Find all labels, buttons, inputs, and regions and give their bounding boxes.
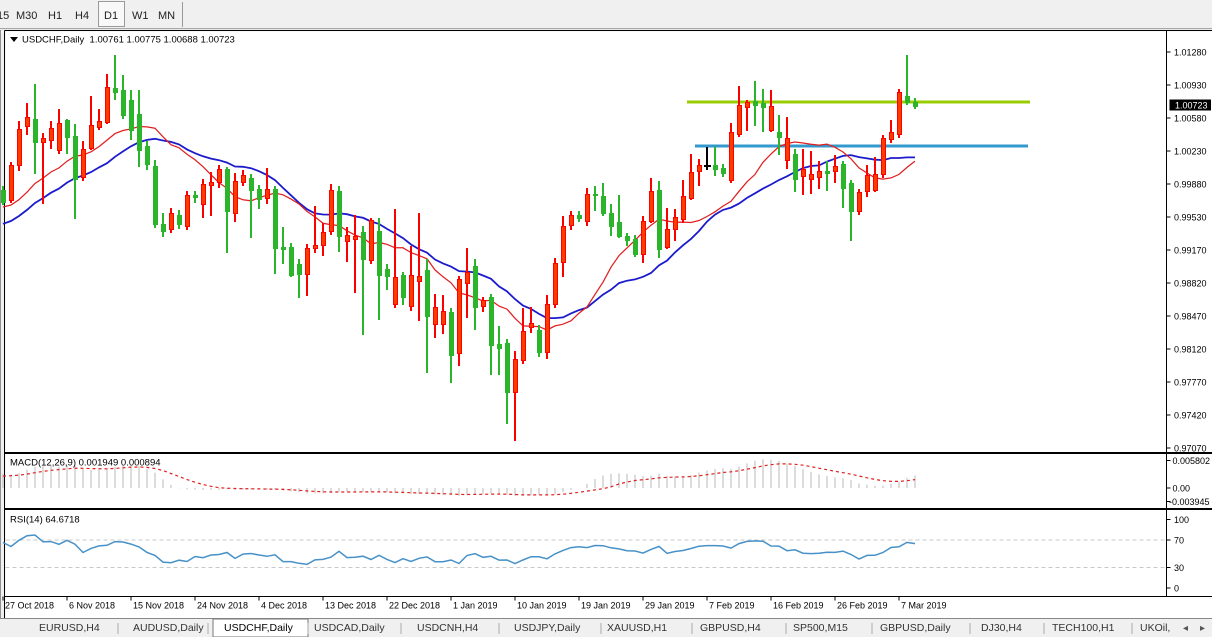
svg-text:DJ30,H4: DJ30,H4	[981, 622, 1022, 634]
svg-text:▸: ▸	[1200, 623, 1205, 634]
svg-text:19 Jan 2019: 19 Jan 2019	[581, 601, 631, 611]
svg-text:29 Jan 2019: 29 Jan 2019	[645, 601, 695, 611]
svg-text:1 Jan 2019: 1 Jan 2019	[453, 601, 498, 611]
svg-text:1.00580: 1.00580	[1174, 114, 1207, 124]
svg-text:0.98120: 0.98120	[1174, 345, 1207, 355]
svg-text:GBPUSD,H4: GBPUSD,H4	[700, 622, 761, 634]
svg-text:7 Mar 2019: 7 Mar 2019	[901, 601, 947, 611]
svg-text:1.00723: 1.00723	[1175, 101, 1208, 111]
svg-text:26 Feb 2019: 26 Feb 2019	[837, 601, 888, 611]
svg-text:USDCHF,Daily 1.00761 1.00775: USDCHF,Daily 1.00761 1.00775 1.00688 1.0…	[22, 35, 235, 46]
svg-text:GBPUSD,Daily: GBPUSD,Daily	[880, 622, 951, 634]
svg-text:13 Dec 2018: 13 Dec 2018	[325, 601, 376, 611]
svg-text:6 Nov 2018: 6 Nov 2018	[69, 601, 115, 611]
svg-text:XAUUSD,H1: XAUUSD,H1	[607, 622, 667, 634]
svg-text:SP500,M15: SP500,M15	[793, 622, 848, 634]
svg-text:M30: M30	[16, 10, 37, 22]
svg-text:1.00230: 1.00230	[1174, 147, 1207, 157]
svg-text:15: 15	[0, 10, 9, 22]
svg-text:0.99530: 0.99530	[1174, 213, 1207, 223]
svg-text:4 Dec 2018: 4 Dec 2018	[261, 601, 307, 611]
svg-text:EURUSD,H4: EURUSD,H4	[39, 622, 100, 634]
svg-text:0.99170: 0.99170	[1174, 246, 1207, 256]
svg-text:30: 30	[1174, 563, 1184, 573]
svg-text:0.99880: 0.99880	[1174, 180, 1207, 190]
svg-text:UKOil,: UKOil,	[1140, 622, 1170, 634]
svg-text:10 Jan 2019: 10 Jan 2019	[517, 601, 567, 611]
svg-text:◂: ◂	[1183, 623, 1188, 634]
svg-text:16 Feb 2019: 16 Feb 2019	[773, 601, 824, 611]
svg-text:H1: H1	[48, 10, 62, 22]
svg-text:RSI(14) 64.6718: RSI(14) 64.6718	[10, 515, 80, 526]
svg-text:0.98820: 0.98820	[1174, 279, 1207, 289]
svg-text:7 Feb 2019: 7 Feb 2019	[709, 601, 755, 611]
svg-text:-0.003945: -0.003945	[1169, 497, 1210, 507]
svg-text:AUDUSD,Daily: AUDUSD,Daily	[133, 622, 204, 634]
svg-text:1.01280: 1.01280	[1174, 48, 1207, 58]
svg-text:0.98470: 0.98470	[1174, 312, 1207, 322]
svg-text:MACD(12,26,9) 0.001949 0.00089: MACD(12,26,9) 0.001949 0.000894	[10, 458, 161, 469]
svg-text:27 Oct 2018: 27 Oct 2018	[5, 601, 54, 611]
svg-text:100: 100	[1174, 515, 1189, 525]
svg-text:0.97070: 0.97070	[1174, 444, 1207, 454]
svg-text:USDCNH,H4: USDCNH,H4	[417, 622, 478, 634]
svg-text:H4: H4	[75, 10, 89, 22]
svg-text:22 Dec 2018: 22 Dec 2018	[389, 601, 440, 611]
svg-text:70: 70	[1174, 536, 1184, 546]
svg-text:0.97420: 0.97420	[1174, 411, 1207, 421]
svg-text:0: 0	[1174, 584, 1179, 594]
svg-text:0.005802: 0.005802	[1173, 456, 1211, 466]
svg-text:TECH100,H1: TECH100,H1	[1052, 622, 1115, 634]
svg-text:USDJPY,Daily: USDJPY,Daily	[514, 622, 581, 634]
svg-text:0.00: 0.00	[1173, 484, 1191, 494]
svg-text:D1: D1	[104, 10, 118, 22]
svg-text:1.00930: 1.00930	[1174, 81, 1207, 91]
svg-text:USDCHF,Daily: USDCHF,Daily	[224, 622, 294, 634]
svg-text:USDCAD,Daily: USDCAD,Daily	[314, 622, 385, 634]
svg-text:MN: MN	[158, 10, 175, 22]
svg-text:24 Nov 2018: 24 Nov 2018	[197, 601, 248, 611]
svg-text:15 Nov 2018: 15 Nov 2018	[133, 601, 184, 611]
svg-text:0.97770: 0.97770	[1174, 378, 1207, 388]
svg-text:W1: W1	[132, 10, 149, 22]
